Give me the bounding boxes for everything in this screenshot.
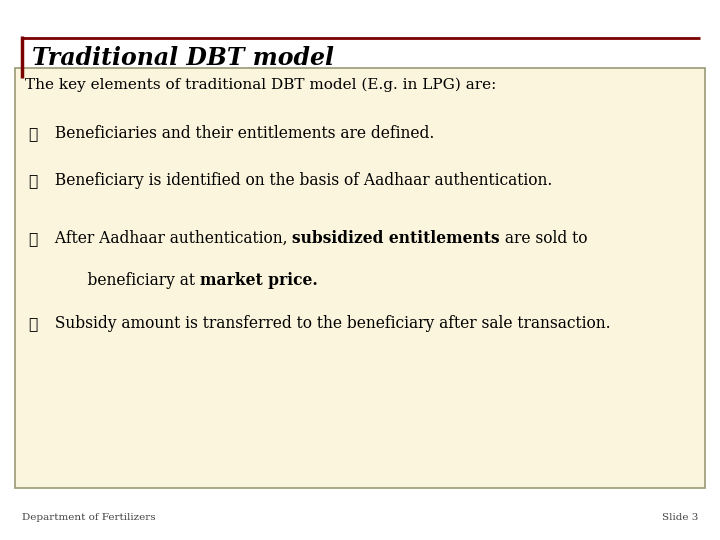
- Text: The key elements of traditional DBT model (E.g. in LPG) are:: The key elements of traditional DBT mode…: [25, 78, 496, 92]
- Text: beneficiary at: beneficiary at: [68, 272, 200, 289]
- Text: Beneficiary is identified on the basis of Aadhaar authentication.: Beneficiary is identified on the basis o…: [50, 172, 552, 189]
- Text: Traditional DBT model: Traditional DBT model: [32, 46, 334, 70]
- Text: are sold to: are sold to: [500, 230, 588, 247]
- Text: ❖: ❖: [28, 172, 37, 189]
- Text: ❖: ❖: [28, 125, 37, 142]
- Text: Beneficiaries and their entitlements are defined.: Beneficiaries and their entitlements are…: [50, 125, 434, 142]
- Text: Subsidy amount is transferred to the beneficiary after sale transaction.: Subsidy amount is transferred to the ben…: [50, 315, 611, 332]
- Text: After Aadhaar authentication,: After Aadhaar authentication,: [50, 230, 292, 247]
- FancyBboxPatch shape: [15, 68, 705, 488]
- Text: ❖: ❖: [28, 230, 37, 247]
- Text: ❖: ❖: [28, 315, 37, 332]
- Text: subsidized entitlements: subsidized entitlements: [292, 230, 500, 247]
- Text: market price.: market price.: [200, 272, 318, 289]
- Text: Department of Fertilizers: Department of Fertilizers: [22, 514, 156, 523]
- Text: Slide 3: Slide 3: [662, 514, 698, 523]
